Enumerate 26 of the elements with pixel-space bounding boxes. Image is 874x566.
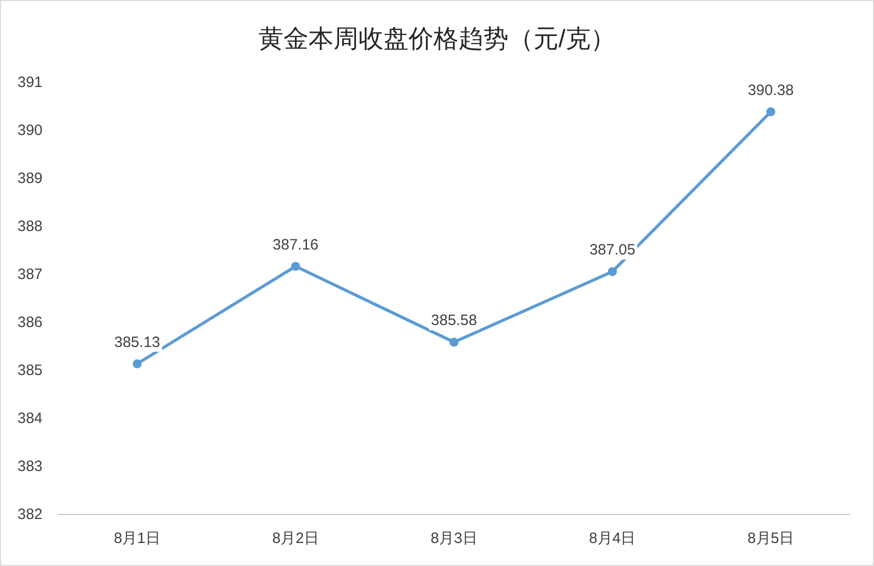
data-label: 385.58 xyxy=(431,312,477,330)
data-label: 387.16 xyxy=(272,236,319,254)
x-tick-label: 8月5日 xyxy=(747,530,794,547)
point xyxy=(132,359,142,368)
data-label: 387.05 xyxy=(589,242,636,259)
point xyxy=(608,267,617,276)
y-tick-label: 389 xyxy=(17,170,43,187)
data-label: 385.13 xyxy=(114,334,160,351)
y-tick-label: 390 xyxy=(17,122,43,139)
data-label: 390.38 xyxy=(748,82,794,99)
point xyxy=(291,262,300,271)
x-tick-label: 8月3日 xyxy=(430,530,478,547)
point xyxy=(450,338,458,347)
x-tick-label: 8月1日 xyxy=(114,530,161,547)
x-tick-label: 8月2日 xyxy=(272,530,319,547)
y-tick-label: 391 xyxy=(17,74,43,91)
chart-title: 黄金本周收盘价格趋势（元/克） xyxy=(258,25,616,53)
y-tick-label: 385 xyxy=(17,362,43,379)
y-tick-label: 388 xyxy=(17,218,43,235)
x-tick-label: 8月4日 xyxy=(589,530,636,547)
y-tick-label: 384 xyxy=(17,410,43,427)
y-tick-label: 382 xyxy=(17,506,43,523)
y-tick-label: 383 xyxy=(17,458,43,475)
y-tick-label: 386 xyxy=(17,314,43,331)
y-tick-label: 387 xyxy=(17,266,43,283)
point xyxy=(766,107,776,116)
